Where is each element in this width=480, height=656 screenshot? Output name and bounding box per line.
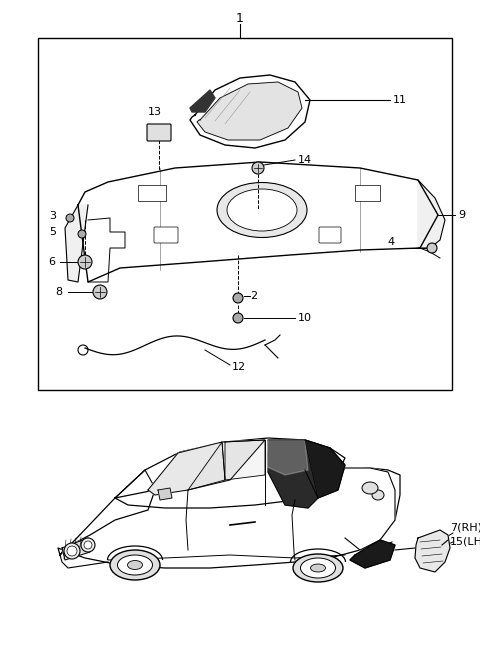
Bar [38, 38, 452, 390]
Ellipse shape [118, 555, 153, 575]
Ellipse shape [128, 560, 143, 569]
Ellipse shape [110, 550, 160, 580]
Text: 11: 11 [393, 95, 407, 105]
Polygon shape [268, 440, 318, 508]
Polygon shape [78, 162, 438, 282]
Polygon shape [158, 488, 172, 500]
Polygon shape [305, 440, 345, 498]
Polygon shape [350, 540, 395, 568]
Polygon shape [148, 440, 265, 495]
Ellipse shape [217, 182, 307, 237]
Circle shape [66, 214, 74, 222]
Ellipse shape [300, 558, 336, 578]
Ellipse shape [293, 554, 343, 582]
Polygon shape [115, 438, 345, 508]
Polygon shape [415, 530, 450, 572]
Ellipse shape [362, 482, 378, 494]
Polygon shape [418, 180, 445, 248]
FancyBboxPatch shape [355, 185, 380, 201]
Circle shape [427, 243, 437, 253]
Text: 8: 8 [55, 287, 62, 297]
FancyBboxPatch shape [319, 227, 341, 243]
Text: 3: 3 [49, 211, 56, 221]
Text: 6: 6 [48, 257, 55, 267]
Polygon shape [60, 490, 155, 555]
Polygon shape [265, 440, 308, 475]
Text: 15(LH): 15(LH) [450, 537, 480, 547]
Text: 13: 13 [148, 107, 162, 117]
Polygon shape [197, 82, 302, 140]
Circle shape [233, 313, 243, 323]
Circle shape [78, 255, 92, 269]
Polygon shape [62, 538, 90, 560]
Polygon shape [65, 205, 88, 282]
Polygon shape [225, 440, 265, 480]
Circle shape [233, 293, 243, 303]
Text: 1: 1 [236, 12, 244, 24]
FancyBboxPatch shape [154, 227, 178, 243]
Text: 2: 2 [250, 291, 257, 301]
Polygon shape [345, 468, 395, 550]
Circle shape [93, 285, 107, 299]
Circle shape [67, 546, 77, 556]
Text: 4: 4 [388, 237, 395, 247]
Text: 12: 12 [232, 362, 246, 372]
Text: 9: 9 [458, 210, 465, 220]
Ellipse shape [227, 189, 297, 231]
Circle shape [78, 230, 86, 238]
Circle shape [81, 538, 95, 552]
Ellipse shape [372, 490, 384, 500]
Polygon shape [190, 90, 215, 112]
FancyBboxPatch shape [138, 185, 166, 201]
FancyBboxPatch shape [147, 124, 171, 141]
Text: 10: 10 [298, 313, 312, 323]
Text: 5: 5 [49, 227, 56, 237]
Circle shape [84, 541, 92, 549]
Text: 14: 14 [298, 155, 312, 165]
Circle shape [64, 543, 80, 559]
Text: 7(RH): 7(RH) [450, 523, 480, 533]
Circle shape [252, 162, 264, 174]
Polygon shape [188, 442, 225, 490]
Polygon shape [58, 468, 400, 568]
Ellipse shape [311, 564, 325, 572]
